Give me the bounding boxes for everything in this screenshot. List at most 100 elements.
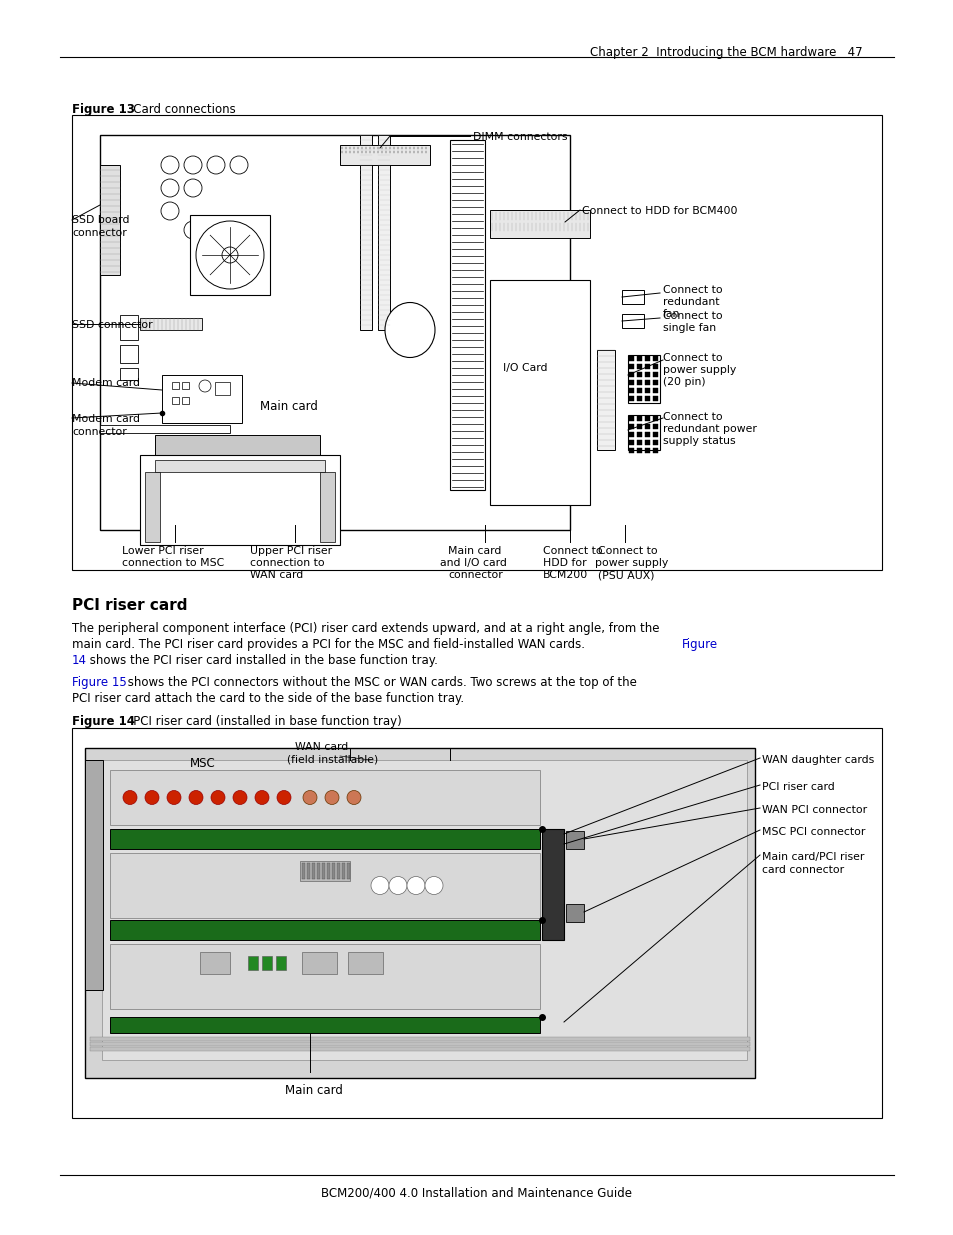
Text: PCI riser card: PCI riser card (71, 598, 188, 613)
Bar (248, 956, 257, 969)
Bar (332, 863, 335, 879)
Bar (628, 448, 634, 453)
Bar (628, 396, 634, 401)
Text: (field installable): (field installable) (287, 755, 377, 764)
Text: shows the PCI connectors without the MSC or WAN cards. Two screws at the top of : shows the PCI connectors without the MSC… (124, 676, 637, 689)
Bar (140, 454, 339, 545)
Circle shape (161, 179, 179, 198)
Bar (90, 1047, 749, 1051)
Circle shape (233, 790, 247, 804)
Text: WAN card: WAN card (250, 571, 303, 580)
Bar (628, 424, 634, 429)
Bar (628, 364, 634, 369)
Text: and I/O card: and I/O card (439, 558, 506, 568)
Bar (565, 904, 583, 923)
Text: Main card: Main card (260, 400, 317, 412)
Text: The peripheral component interface (PCI) riser card extends upward, and at a rig: The peripheral component interface (PCI)… (71, 622, 659, 635)
Text: Connect to: Connect to (598, 546, 657, 556)
Bar (85, 760, 103, 990)
Bar (644, 364, 649, 369)
Circle shape (189, 790, 203, 804)
Bar (628, 388, 634, 393)
Text: PCI riser card: PCI riser card (761, 782, 834, 792)
Bar (182, 382, 189, 389)
Bar (190, 215, 270, 295)
Text: Chapter 2  Introducing the BCM hardware   47: Chapter 2 Introducing the BCM hardware 4… (589, 46, 862, 59)
Bar (652, 364, 658, 369)
Bar (336, 863, 339, 879)
Bar (652, 416, 658, 421)
Bar (102, 760, 746, 1060)
Text: Modem card: Modem card (71, 414, 140, 424)
Bar (71, 727, 882, 1118)
Text: shows the PCI riser card installed in the base function tray.: shows the PCI riser card installed in th… (86, 655, 437, 667)
Bar (302, 952, 336, 974)
Text: Main card: Main card (448, 546, 501, 556)
Text: HDD for: HDD for (542, 558, 586, 568)
Circle shape (230, 156, 248, 174)
Bar (100, 135, 569, 530)
Bar (262, 956, 272, 969)
Bar (348, 952, 382, 974)
Text: Connect to: Connect to (662, 285, 721, 295)
Text: Modem card: Modem card (71, 378, 140, 388)
Bar (652, 388, 658, 393)
Circle shape (184, 179, 202, 198)
Bar (637, 448, 641, 453)
Bar (637, 432, 641, 437)
Bar (644, 356, 649, 361)
Bar (644, 388, 649, 393)
Bar (154, 459, 325, 472)
Bar (316, 863, 319, 879)
Text: (PSU AUX): (PSU AUX) (598, 571, 654, 580)
Bar (172, 382, 179, 389)
Bar (644, 440, 649, 445)
Bar (644, 380, 649, 385)
Text: Main card/PCI riser: Main card/PCI riser (761, 852, 863, 862)
Circle shape (222, 247, 237, 263)
Bar (71, 115, 882, 571)
Text: supply status: supply status (662, 436, 735, 446)
Bar (85, 748, 754, 1078)
Bar (339, 144, 430, 165)
Bar (652, 448, 658, 453)
Bar (627, 415, 659, 450)
Text: MSC: MSC (190, 757, 215, 769)
Bar (341, 863, 345, 879)
Bar (652, 432, 658, 437)
Text: Figure: Figure (681, 638, 718, 651)
Bar (162, 375, 242, 424)
Bar (541, 829, 563, 940)
Bar (275, 956, 286, 969)
Bar (644, 448, 649, 453)
Ellipse shape (385, 303, 435, 357)
Bar (450, 140, 484, 490)
Bar (322, 863, 325, 879)
Bar (214, 382, 230, 395)
Bar (100, 165, 120, 275)
Circle shape (211, 790, 225, 804)
Bar (90, 1037, 749, 1041)
Text: Card connections: Card connections (122, 103, 235, 116)
Bar (628, 416, 634, 421)
Bar (110, 829, 539, 848)
Bar (110, 920, 539, 940)
Bar (621, 290, 643, 304)
Text: Figure 14: Figure 14 (71, 715, 135, 727)
Bar (110, 1016, 539, 1032)
Text: SSD board: SSD board (71, 215, 130, 225)
Text: single fan: single fan (662, 324, 716, 333)
Circle shape (184, 156, 202, 174)
Circle shape (303, 790, 316, 804)
Bar (597, 350, 615, 450)
Text: fan: fan (662, 309, 679, 319)
Text: main card. The PCI riser card provides a PCI for the MSC and field-installed WAN: main card. The PCI riser card provides a… (71, 638, 588, 651)
Bar (652, 424, 658, 429)
Bar (628, 440, 634, 445)
Text: Main card: Main card (285, 1084, 342, 1097)
Bar (628, 432, 634, 437)
Bar (637, 388, 641, 393)
Bar (637, 380, 641, 385)
Bar (637, 396, 641, 401)
Text: Upper PCI riser: Upper PCI riser (250, 546, 332, 556)
